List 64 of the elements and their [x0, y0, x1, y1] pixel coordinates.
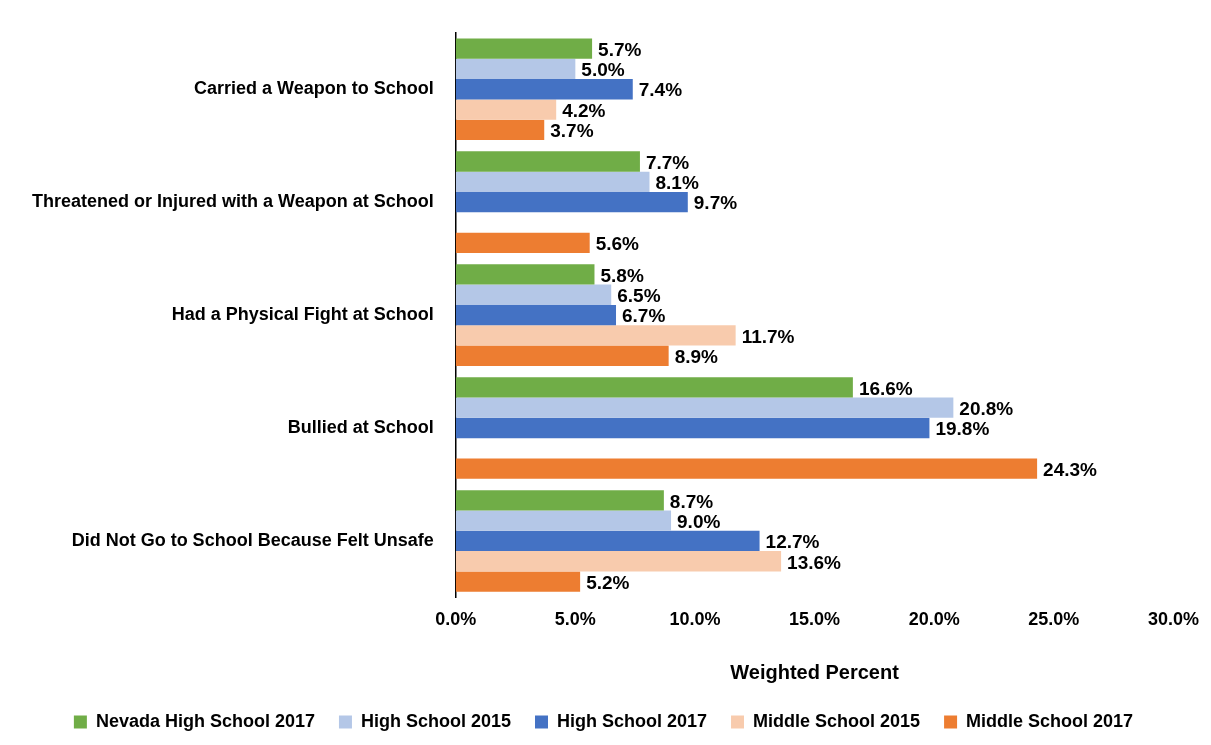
- bar: [455, 99, 557, 120]
- bar: [455, 119, 545, 141]
- legend-label: High School 2017: [556, 710, 708, 731]
- legend-label: Middle School 2017: [966, 710, 1134, 731]
- data-label: 9.7%: [693, 192, 738, 214]
- bar: [455, 79, 633, 100]
- data-label: 12.7%: [765, 531, 820, 553]
- bar: [455, 571, 581, 592]
- data-label: 8.7%: [669, 490, 714, 512]
- data-label: 5.0%: [581, 59, 625, 81]
- data-label: 6.5%: [617, 285, 661, 307]
- legend-label: Nevada High School 2017: [95, 710, 315, 731]
- data-label: 7.7%: [645, 151, 690, 173]
- x-tick-label: 30.0%: [1147, 609, 1199, 630]
- data-label: 16.6%: [858, 377, 913, 399]
- data-label: 7.4%: [638, 79, 683, 101]
- data-label: 19.8%: [935, 418, 990, 440]
- bar: [455, 530, 760, 552]
- data-label: 8.1%: [655, 172, 699, 194]
- data-label: 5.7%: [598, 38, 642, 60]
- bar: [455, 192, 688, 213]
- bar: [455, 304, 617, 326]
- y-tick-label: Did Not Go to School Because Felt Unsafe: [71, 529, 434, 550]
- bar: [455, 58, 576, 80]
- bar: [455, 510, 672, 531]
- y-tick-label: Carried a Weapon to School: [193, 78, 434, 99]
- x-axis-title: Weighted Percent: [730, 660, 900, 683]
- y-tick-label: Threatened or Injured with a Weapon at School: [31, 191, 434, 212]
- bar: [455, 151, 640, 172]
- legend-label: Middle School 2015: [753, 710, 921, 731]
- y-tick-label: Bullied at School: [287, 416, 434, 437]
- data-label: 5.8%: [600, 264, 644, 286]
- bar: [455, 325, 736, 346]
- data-label: 11.7%: [741, 325, 795, 347]
- data-label: 9.0%: [677, 510, 721, 532]
- x-tick-label: 0.0%: [435, 609, 477, 630]
- data-label: 8.9%: [674, 345, 719, 367]
- x-tick-label: 5.0%: [554, 609, 596, 630]
- x-tick-label: 25.0%: [1028, 609, 1080, 630]
- data-label: 24.3%: [1043, 458, 1098, 480]
- bar: [455, 232, 590, 253]
- bar: [455, 551, 782, 572]
- bar: [455, 458, 1038, 479]
- bar: [455, 417, 930, 439]
- bar: [455, 397, 954, 418]
- bar: [455, 264, 595, 285]
- x-tick-label: 20.0%: [908, 609, 960, 630]
- data-label: 5.2%: [586, 571, 630, 593]
- legend-label: High School 2015: [360, 710, 511, 731]
- bar: [455, 377, 853, 398]
- bar: [455, 38, 593, 59]
- y-tick-label: Had a Physical Fight at School: [171, 304, 434, 325]
- data-label: 3.7%: [550, 120, 594, 142]
- bar: [455, 345, 669, 366]
- bar: [455, 171, 650, 193]
- data-label: 4.2%: [562, 99, 606, 121]
- data-label: 5.6%: [595, 233, 640, 255]
- x-tick-label: 15.0%: [789, 609, 841, 630]
- bar: [455, 284, 612, 305]
- x-tick-label: 10.0%: [669, 609, 721, 630]
- data-label: 6.7%: [622, 305, 666, 327]
- data-label: 13.6%: [787, 551, 842, 573]
- bar: [455, 490, 664, 511]
- data-label: 20.8%: [959, 397, 1014, 419]
